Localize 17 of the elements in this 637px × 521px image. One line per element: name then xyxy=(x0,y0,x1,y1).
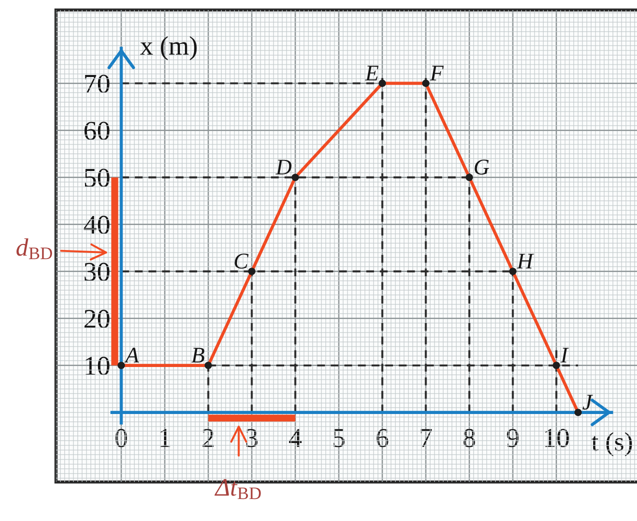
annotation: I xyxy=(560,348,569,362)
annotation: G xyxy=(474,160,490,175)
legend-label: d$_{BD}$ xyxy=(16,238,52,260)
annotation: B xyxy=(191,348,204,362)
annotation: D xyxy=(276,160,292,174)
annotation: E xyxy=(365,66,378,80)
annotation: F xyxy=(430,66,444,80)
annotation: J xyxy=(582,394,593,410)
y-tick-label: 50 xyxy=(84,168,110,188)
y-axis-title: x (m) xyxy=(140,36,197,60)
text: Δt$_{BD}$ xyxy=(214,479,261,500)
annotation: A xyxy=(124,348,140,362)
y-tick-label: 40 xyxy=(84,216,110,234)
annotation: C xyxy=(234,254,249,269)
y-tick-label: 70 xyxy=(85,74,110,93)
annotation: H xyxy=(516,254,534,268)
y-tick-label: 60 xyxy=(84,122,110,140)
